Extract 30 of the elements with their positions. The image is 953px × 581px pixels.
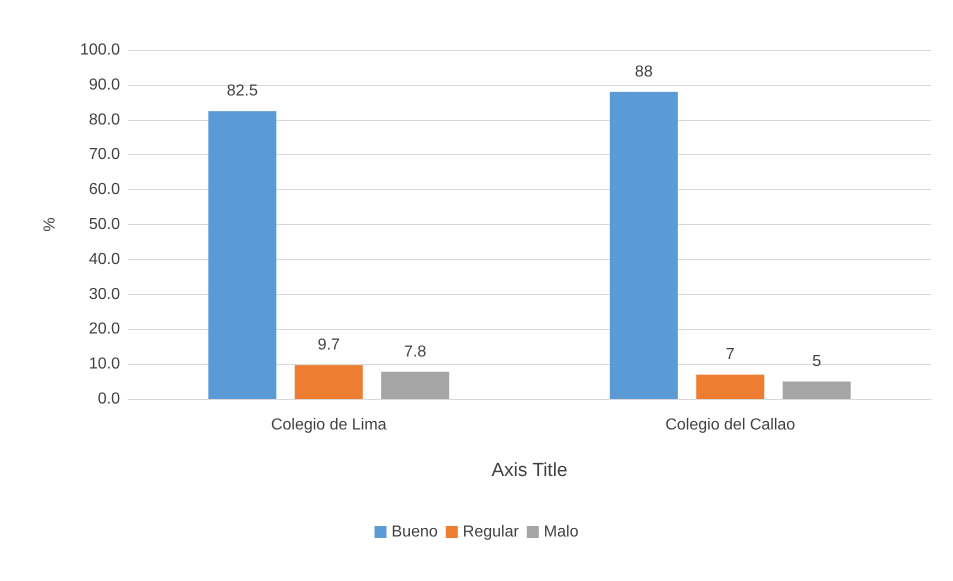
bar (208, 111, 276, 399)
x-tick-label: Colegio de Lima (270, 416, 387, 434)
data-label: 7 (726, 346, 735, 364)
y-tick-label: 20.0 (88, 320, 120, 338)
y-tick-label: 80.0 (88, 111, 120, 128)
y-tick-label: 30.0 (88, 286, 120, 303)
y-tick-label: 50.0 (88, 216, 120, 233)
bar (782, 382, 851, 399)
data-label: 7.8 (404, 343, 426, 360)
x-tick-label: Colegio del Callao (665, 416, 796, 434)
y-tick-label: 60.0 (88, 181, 120, 198)
data-label: 88 (634, 63, 653, 80)
data-label: 9.7 (318, 336, 340, 354)
y-tick-label: 40.0 (88, 250, 120, 268)
legend-label: Bueno (392, 524, 438, 540)
bar (696, 374, 764, 399)
legend-label: Malo (544, 524, 579, 540)
bar (294, 365, 363, 399)
y-tick-label: 70.0 (88, 146, 120, 164)
y-tick-label: 90.0 (88, 76, 120, 94)
x-axis-title: Axis Title (491, 460, 568, 481)
bar (610, 92, 678, 399)
data-label: 5 (812, 353, 822, 370)
y-tick-label: 0.0 (98, 390, 120, 408)
data-label: 82.5 (226, 82, 258, 100)
y-axis-title: % (42, 217, 58, 232)
y-tick-label: 100.0 (80, 42, 120, 58)
bar (381, 372, 450, 399)
y-tick-label: 10.0 (88, 356, 120, 373)
legend-label: Regular (462, 524, 520, 540)
